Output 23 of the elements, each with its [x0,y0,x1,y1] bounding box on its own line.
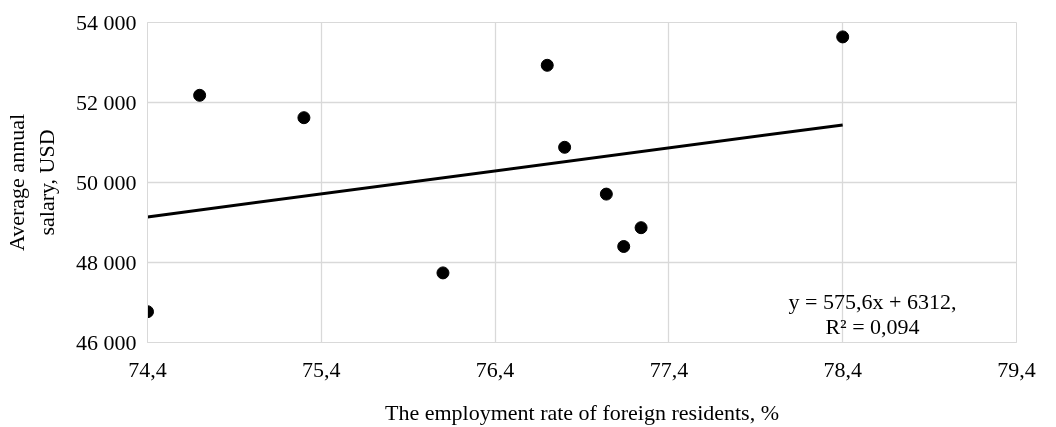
point [297,111,311,125]
annotation: y = 575,6x + 6312, R² = 0,094 [788,288,957,339]
point [436,266,450,280]
point [540,58,554,72]
x-tick-label: 74,4 [128,356,167,382]
point [836,30,850,44]
point [617,240,631,253]
y-axis-title: Average annual salary, USD [4,113,59,252]
y-tick-label: 54 000 [76,10,137,35]
x-tick-label: 75,4 [302,356,341,382]
point [193,88,207,102]
x-tick-label: 77,4 [649,356,689,382]
x-axis-title: The employment rate of foreign residents, % [384,399,780,425]
point [634,221,648,235]
y-tick-label: 48 000 [76,250,137,275]
point [558,140,572,154]
x-tick-label: 79,4 [997,356,1036,382]
x-tick-label: 78,4 [823,356,862,382]
y-tick-label: 52 000 [76,90,137,115]
y-tick-label: 50 000 [76,170,137,195]
y-tick-label: 46 000 [76,330,137,355]
point [599,187,613,201]
x-tick-label: 76,4 [475,356,515,382]
